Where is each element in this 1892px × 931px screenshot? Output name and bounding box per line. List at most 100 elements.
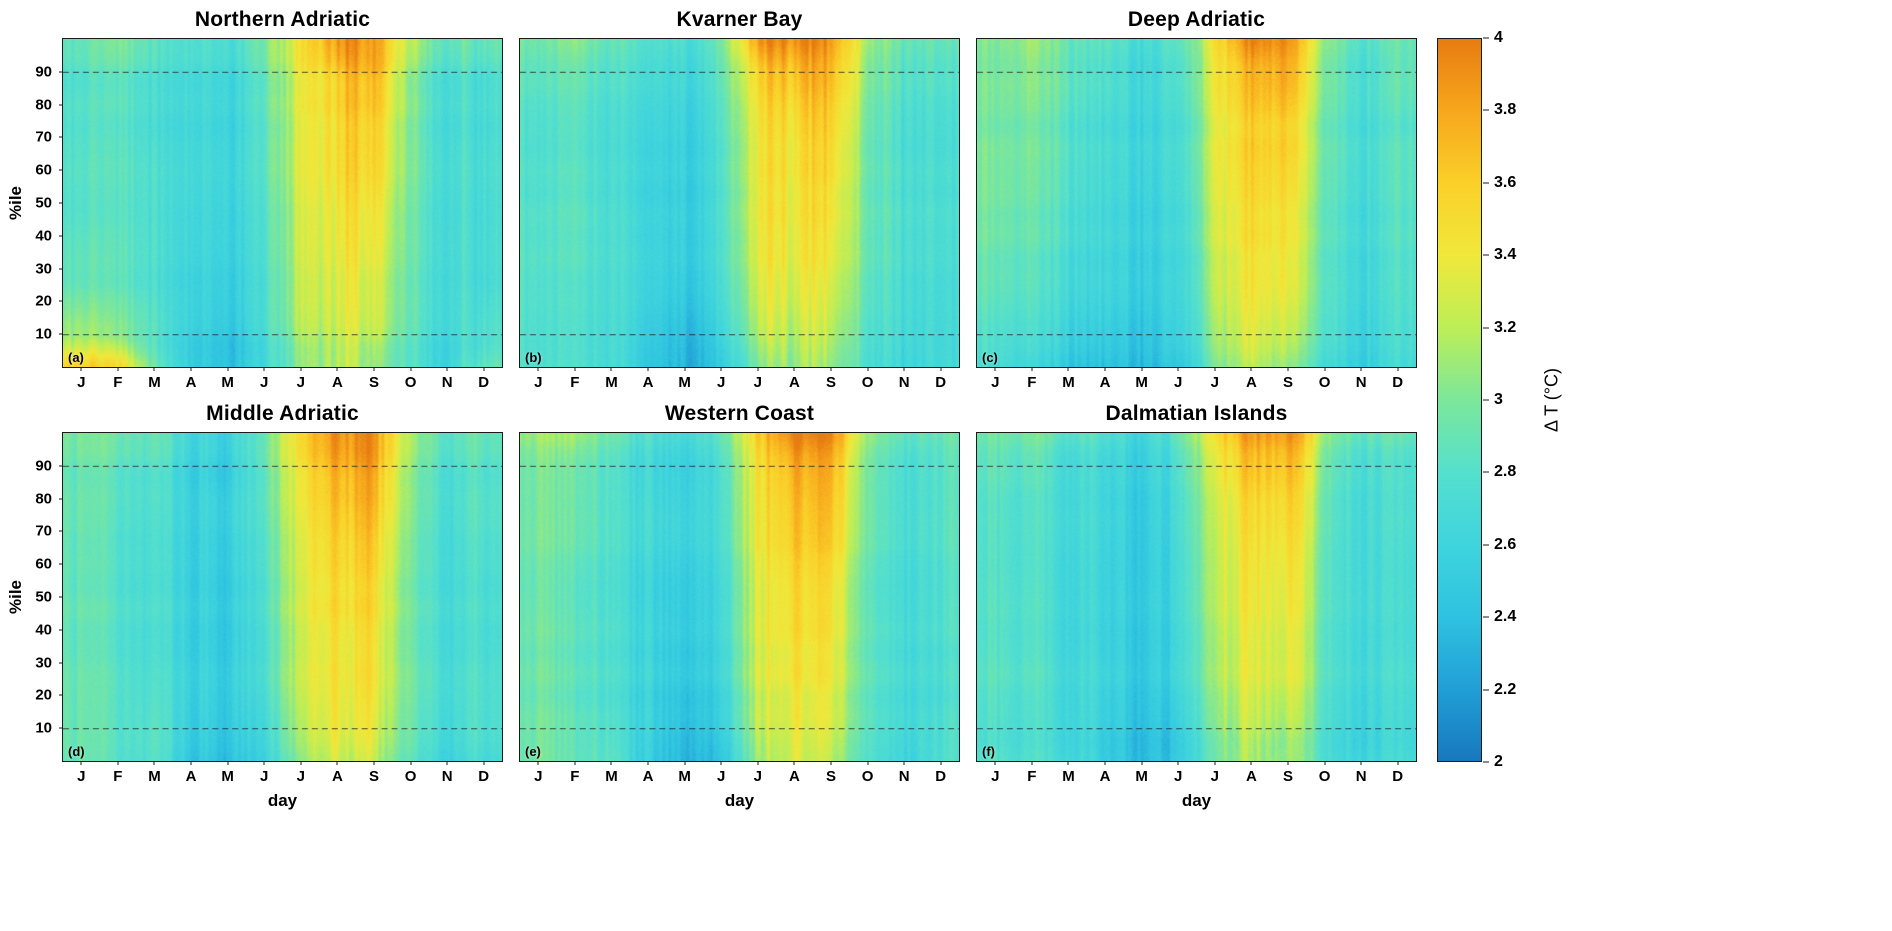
x-tick-mark <box>153 761 155 765</box>
panel-kvarner-bay: Kvarner Bay (b) J F M A M J J A S O N D <box>519 8 960 391</box>
panel-title: Middle Adriatic <box>206 402 359 425</box>
x-tick-mark <box>263 761 265 765</box>
x-tick-label: M <box>221 768 234 785</box>
colorbar-tick-label: 3.2 <box>1494 318 1517 336</box>
x-tick-mark <box>574 761 576 765</box>
x-tick-mark <box>537 367 539 371</box>
y-tick-label: 10 <box>35 719 52 737</box>
colorbar <box>1437 38 1482 762</box>
y-tick-label: 50 <box>35 194 52 212</box>
x-tick-label: N <box>1355 768 1367 785</box>
panel-letter: (f) <box>982 744 995 759</box>
x-tick-label: A <box>788 768 800 785</box>
x-tick-mark <box>1360 761 1362 765</box>
y-tick-mark <box>59 104 63 106</box>
x-tick-label: A <box>331 374 343 391</box>
x-tick-label: J <box>1210 374 1219 391</box>
x-tick-mark <box>410 367 412 371</box>
panel-dalmatian-islands: Dalmatian Islands (f) J F M A M J J A S O N D day <box>976 402 1417 810</box>
x-tick-label: A <box>185 768 197 785</box>
y-tick-label: 30 <box>35 260 52 278</box>
y-tick-mark <box>59 727 63 729</box>
x-tick-mark <box>373 367 375 371</box>
colorbar-tick-label: 2.4 <box>1494 608 1517 626</box>
x-tick-label: M <box>1062 374 1075 391</box>
x-tick-label: J <box>296 768 305 785</box>
x-tick-label: J <box>1174 768 1183 785</box>
x-tick-mark <box>336 761 338 765</box>
x-tick-label: M <box>148 374 161 391</box>
x-tick-label: N <box>441 374 453 391</box>
x-tick-mark <box>940 367 942 371</box>
x-axis-label: day <box>267 791 298 810</box>
heatmap-canvas <box>520 433 959 761</box>
panel-deep-adriatic: Deep Adriatic (c) J F M A M J J A S O N D <box>976 8 1417 391</box>
colorbar-tick-mark <box>1483 109 1489 111</box>
y-tick-label: 90 <box>35 457 52 475</box>
x-tick-mark <box>1360 367 1362 371</box>
x-tick-mark <box>1067 367 1069 371</box>
x-tick-label: A <box>185 374 197 391</box>
colorbar-tick-mark <box>1483 761 1489 763</box>
x-tick-mark <box>610 367 612 371</box>
y-tick-label: 70 <box>35 128 52 146</box>
y-tick-label: 80 <box>35 96 52 114</box>
panel-middle-adriatic: Middle Adriatic (d) J F M A M J J A S O N D 10 20 30 4… <box>6 402 503 810</box>
x-tick-mark <box>80 761 82 765</box>
x-tick-mark <box>410 761 412 765</box>
x-tick-mark <box>940 761 942 765</box>
y-tick-mark <box>59 662 63 664</box>
heatmap-canvas <box>977 433 1416 761</box>
x-tick-mark <box>903 761 905 765</box>
x-tick-label: O <box>404 374 417 391</box>
x-tick-label: D <box>478 768 490 785</box>
colorbar-tick-label: 2.6 <box>1494 535 1517 553</box>
y-tick-label: 20 <box>35 686 52 704</box>
y-axis-label: %ile <box>6 579 25 615</box>
x-tick-label: S <box>1282 768 1293 785</box>
y-axis-ticks: 10 20 30 40 50 60 70 80 90 <box>17 39 63 367</box>
x-tick-label: J <box>77 768 86 785</box>
panel-letter: (d) <box>68 744 85 759</box>
y-tick-label: 20 <box>35 292 52 310</box>
x-tick-label: A <box>788 374 800 391</box>
x-tick-label: J <box>991 374 1000 391</box>
x-tick-label: J <box>1174 374 1183 391</box>
x-tick-label: J <box>991 768 1000 785</box>
x-tick-label: A <box>1099 768 1111 785</box>
x-tick-label: D <box>1392 768 1404 785</box>
x-tick-label: M <box>678 374 691 391</box>
x-tick-mark <box>994 367 996 371</box>
x-tick-label: O <box>861 374 874 391</box>
x-tick-mark <box>1067 761 1069 765</box>
x-tick-mark <box>336 367 338 371</box>
x-tick-mark <box>483 367 485 371</box>
panel-letter: (a) <box>68 350 84 365</box>
x-tick-mark <box>190 367 192 371</box>
x-tick-label: J <box>296 374 305 391</box>
panel-title: Western Coast <box>664 402 815 425</box>
x-tick-mark <box>117 367 119 371</box>
x-tick-label: F <box>1027 374 1037 391</box>
y-tick-mark <box>59 694 63 696</box>
x-tick-label: A <box>642 374 654 391</box>
x-tick-mark <box>1031 761 1033 765</box>
y-tick-mark <box>59 629 63 631</box>
x-tick-mark <box>720 761 722 765</box>
panel-letter: (e) <box>525 744 541 759</box>
y-tick-label: 70 <box>35 522 52 540</box>
panel-title: Kvarner Bay <box>676 8 803 31</box>
y-tick-mark <box>59 202 63 204</box>
x-tick-mark <box>867 367 869 371</box>
y-tick-mark <box>59 333 63 335</box>
x-tick-mark <box>684 761 686 765</box>
x-tick-mark <box>903 367 905 371</box>
x-tick-label: M <box>148 768 161 785</box>
x-tick-mark <box>1287 761 1289 765</box>
x-tick-mark <box>1177 761 1179 765</box>
heatmap-canvas <box>977 39 1416 367</box>
